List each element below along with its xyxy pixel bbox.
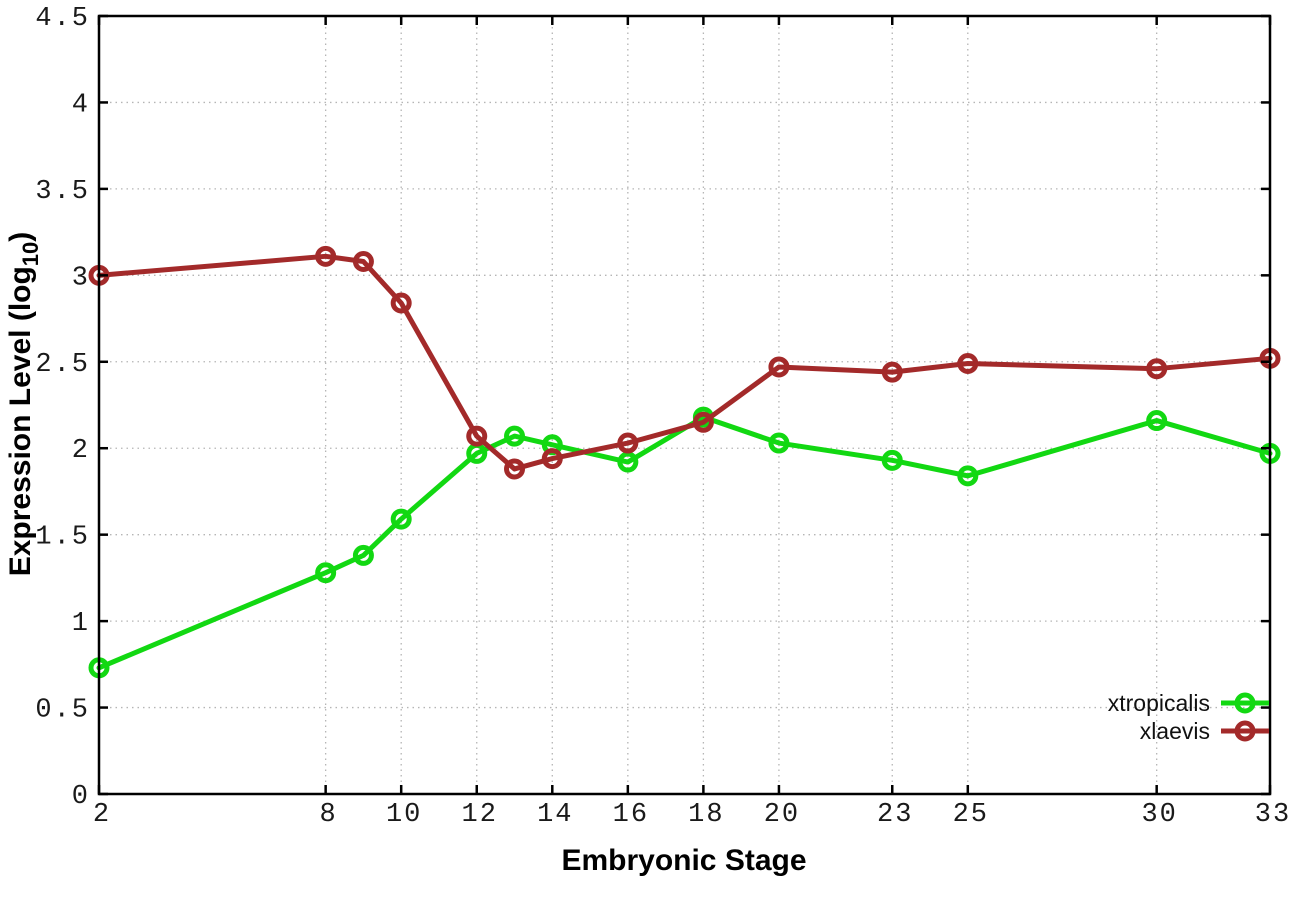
x-tick-label: 14 <box>537 800 573 830</box>
x-tick-label: 30 <box>1141 800 1177 830</box>
data-point-xlaevis <box>352 251 374 273</box>
y-tick-label: 0.5 <box>35 696 90 726</box>
y-axis-title-main: Expression Level (log <box>4 266 37 576</box>
x-tick-label: 18 <box>688 800 724 830</box>
y-tick-label: 2 <box>72 436 90 466</box>
data-point-xlaevis <box>315 245 337 267</box>
data-point-xlaevis <box>541 448 563 470</box>
data-point-xlaevis <box>957 353 979 375</box>
y-tick-label: 1 <box>72 609 90 639</box>
x-tick-label: 16 <box>613 800 649 830</box>
data-point-xlaevis <box>466 425 488 447</box>
legend-marker-xtropicalis <box>1234 692 1256 714</box>
x-tick-label: 2 <box>93 800 111 830</box>
x-tick-label: 33 <box>1255 800 1291 830</box>
data-point-xlaevis <box>504 458 526 480</box>
x-tick-label: 10 <box>386 800 422 830</box>
plot-frame <box>97 14 1272 796</box>
y-tick-label: 0 <box>72 782 90 812</box>
y-axis-title-close: ) <box>4 232 37 242</box>
x-tick-label: 12 <box>462 800 498 830</box>
x-tick-label: 23 <box>877 800 913 830</box>
series-line-xtropicalis <box>96 414 1273 671</box>
data-point-xtropicalis <box>315 562 337 584</box>
data-point-xtropicalis <box>352 544 374 566</box>
grid-lines <box>99 16 1270 794</box>
y-tick-label: 3 <box>72 263 90 293</box>
data-point-xlaevis <box>768 356 790 378</box>
x-tick-label: 8 <box>320 800 338 830</box>
data-point-xtropicalis <box>881 449 903 471</box>
data-point-xlaevis <box>617 432 639 454</box>
data-point-xtropicalis <box>957 465 979 487</box>
y-tick-label: 3.5 <box>35 177 90 207</box>
data-point-xlaevis <box>881 361 903 383</box>
data-point-xtropicalis <box>1146 410 1168 432</box>
y-tick-label: 4 <box>72 90 90 120</box>
data-series <box>88 245 1281 679</box>
data-point-xtropicalis <box>617 451 639 473</box>
y-tick-label: 2.5 <box>35 350 90 380</box>
y-tick-label: 4.5 <box>35 4 90 34</box>
tick-labels: 2 8 10 12 14 16 18 20 23 25 30 33 0 0.5 1 1.5 2 2.5 3 3.5 4 4… <box>35 4 1291 830</box>
x-tick-label: 20 <box>764 800 800 830</box>
y-axis-title-subscript: 10 <box>18 242 43 266</box>
y-tick-label: 1.5 <box>35 523 90 553</box>
data-point-xlaevis <box>1146 358 1168 380</box>
legend-marker-xlaevis <box>1234 720 1256 742</box>
legend: xtropicalis xlaevis <box>1108 690 1269 744</box>
x-tick-label: 25 <box>953 800 989 830</box>
data-point-xtropicalis <box>390 508 412 530</box>
plot-border <box>97 14 1272 796</box>
axis-ticks <box>97 14 1272 796</box>
y-axis-title: Expression Level (log10) <box>4 232 43 577</box>
data-point-xtropicalis <box>768 432 790 454</box>
data-point-xtropicalis <box>504 425 526 447</box>
legend-label-xlaevis: xlaevis <box>1140 718 1210 744</box>
legend-label-xtropicalis: xtropicalis <box>1108 690 1210 716</box>
data-point-xlaevis <box>390 292 412 314</box>
data-point-xlaevis <box>692 411 714 433</box>
x-axis-title: Embryonic Stage <box>561 844 806 877</box>
